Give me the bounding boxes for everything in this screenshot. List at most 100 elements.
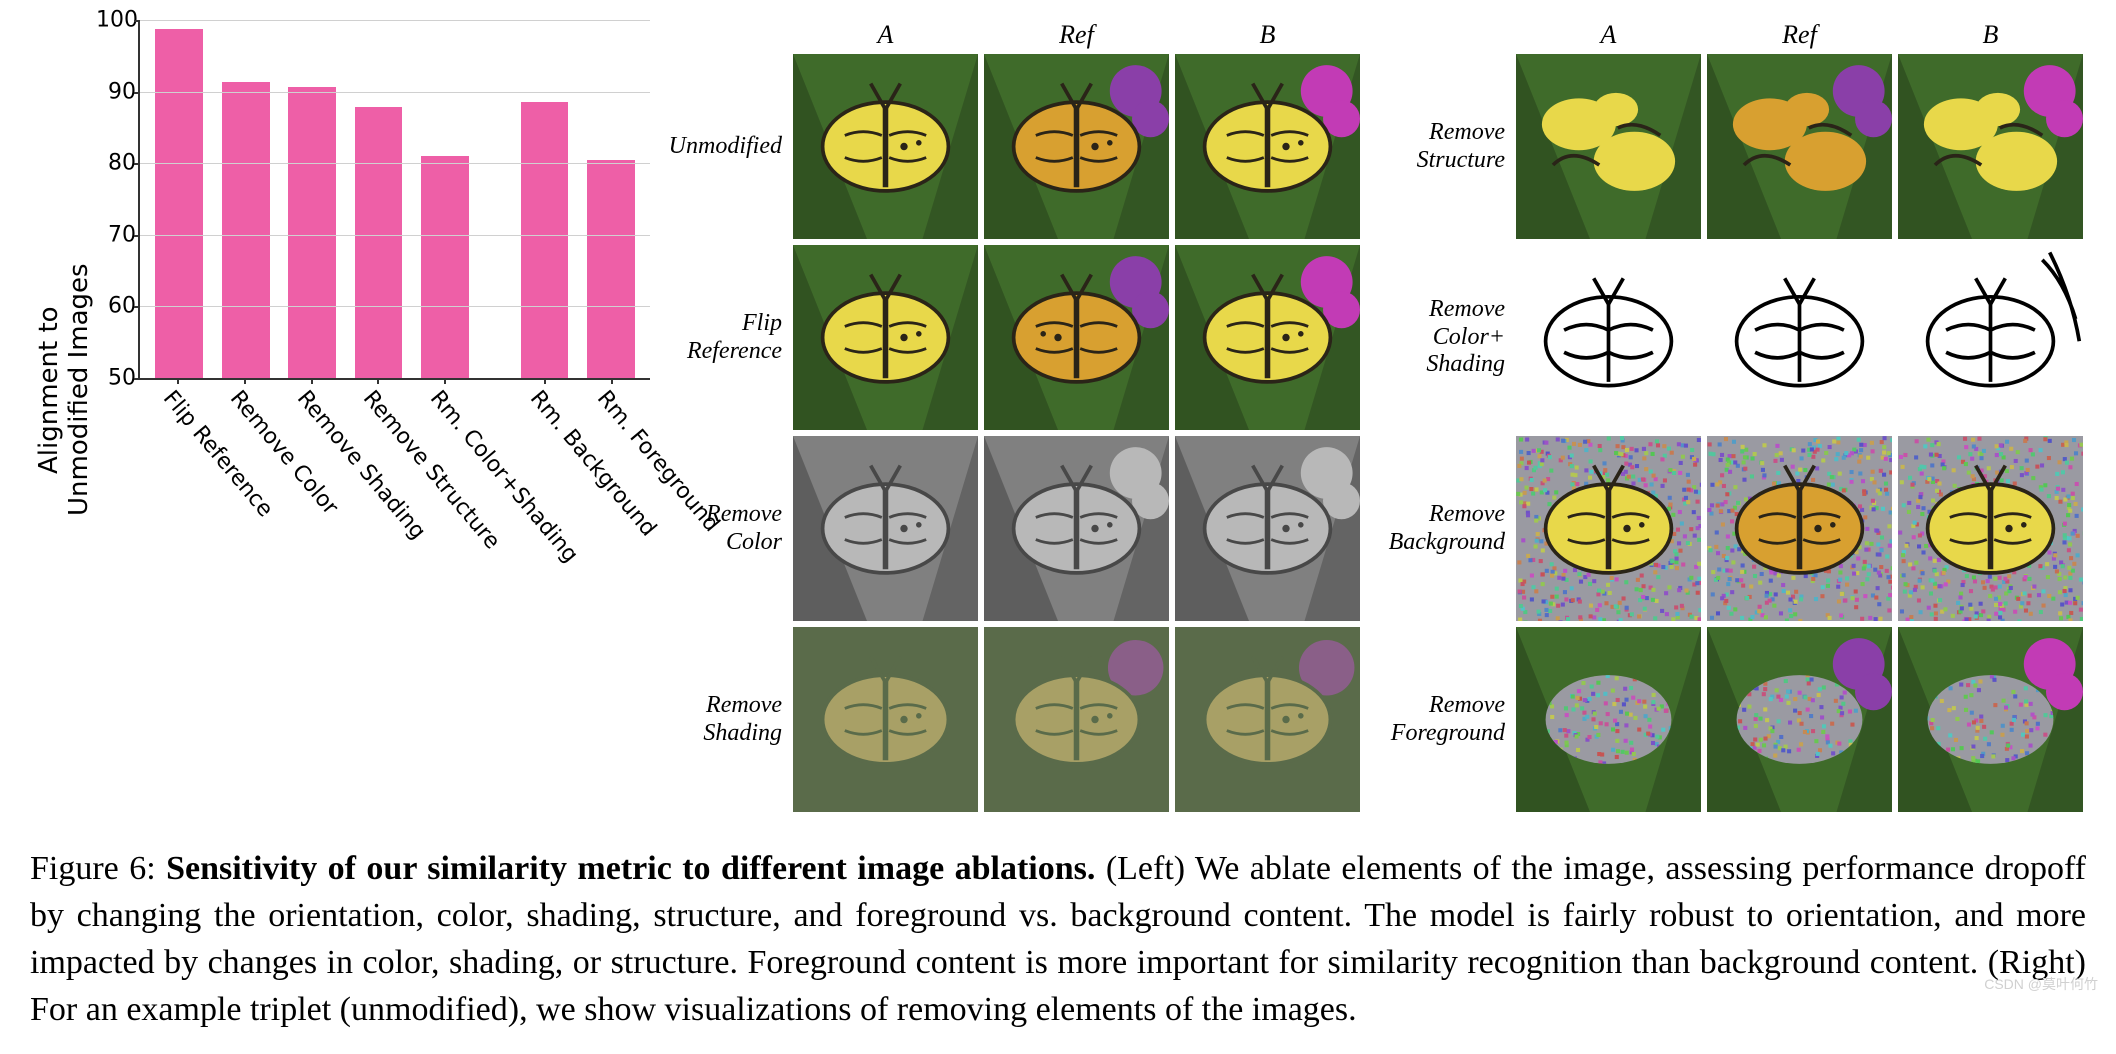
image-tile xyxy=(1898,627,2083,812)
grid-col-header: Ref xyxy=(981,20,1172,54)
image-tile xyxy=(793,54,978,239)
figure-wrap: Alignment toUnmodified Images 5060708090… xyxy=(30,20,2086,1034)
chart-gridline xyxy=(140,235,650,236)
chart-gridline xyxy=(140,20,650,21)
image-tile xyxy=(793,436,978,621)
chart-gridline xyxy=(140,92,650,93)
grid-row-label: RemoveColor xyxy=(660,501,790,556)
grid-row: RemoveColor+Shading xyxy=(1383,245,2086,430)
image-tile xyxy=(1898,54,2083,239)
chart-ytick-mark xyxy=(134,163,140,165)
figure-caption: Figure 6: Sensitivity of our similarity … xyxy=(30,846,2086,1034)
image-tile xyxy=(1707,54,1892,239)
bar-slot xyxy=(578,20,644,378)
chart-xtick-mark xyxy=(177,378,179,384)
grid-row: RemoveStructure xyxy=(1383,54,2086,239)
chart-ytick-mark xyxy=(134,306,140,308)
chart-xtick-mark xyxy=(244,378,246,384)
image-tile xyxy=(1516,54,1701,239)
grid-row: RemoveColor xyxy=(660,436,1363,621)
chart-xtick-mark xyxy=(611,378,613,384)
chart-ytick: 100 xyxy=(96,8,136,33)
grid-col-header: A xyxy=(1513,20,1704,54)
chart-ytick: 50 xyxy=(96,366,136,391)
xlabel-slot: Rm. Foreground xyxy=(577,380,644,570)
bar-slot xyxy=(412,20,478,378)
xlabel-slot: Remove Color xyxy=(211,380,278,570)
figure-label: Figure 6: xyxy=(30,850,156,887)
xlabel-slot: Flip Reference xyxy=(144,380,211,570)
chart-plot-area: 5060708090100 xyxy=(138,20,650,380)
image-tile xyxy=(984,54,1169,239)
image-tile xyxy=(1516,436,1701,621)
grid-row: FlipReference xyxy=(660,245,1363,430)
image-tile xyxy=(1516,245,1701,430)
grid-row-label: RemoveStructure xyxy=(1383,119,1513,174)
grid-right: ARefB RemoveStructure xyxy=(1383,20,2086,818)
xlabel-slot: Remove Shading xyxy=(277,380,344,570)
grid-row: Unmodified xyxy=(660,54,1363,239)
chart-ytick-mark xyxy=(134,20,140,22)
chart-ylabel-text: Alignment toUnmodified Images xyxy=(34,264,94,517)
bar xyxy=(222,82,270,378)
image-tile xyxy=(1707,627,1892,812)
grid-col-header: Ref xyxy=(1704,20,1895,54)
bar-slot xyxy=(146,20,212,378)
grid-left: ARefBUnmodified xyxy=(660,20,1363,818)
bar xyxy=(521,102,569,378)
grid-headers: ARefB xyxy=(790,20,1363,54)
chart-xtick-mark xyxy=(377,378,379,384)
figure-top-row: Alignment toUnmodified Images 5060708090… xyxy=(30,20,2086,818)
bar xyxy=(155,29,203,378)
image-tile xyxy=(984,436,1169,621)
chart-xlabels: Flip ReferenceRemove ColorRemove Shading… xyxy=(138,380,650,570)
grid-row: RemoveBackground xyxy=(1383,436,2086,621)
chart-bars xyxy=(140,20,650,378)
grid-row-label: RemoveShading xyxy=(660,692,790,747)
grid-headers: ARefB xyxy=(1513,20,2086,54)
chart-gridline xyxy=(140,163,650,164)
bar xyxy=(421,156,469,378)
bar-slot xyxy=(212,20,278,378)
grid-col-header: A xyxy=(790,20,981,54)
image-tile xyxy=(1898,245,2083,430)
bar-slot xyxy=(279,20,345,378)
grid-row-label: RemoveColor+Shading xyxy=(1383,296,1513,379)
chart-ytick-mark xyxy=(134,235,140,237)
image-tile xyxy=(1898,436,2083,621)
chart-ylabel: Alignment toUnmodified Images xyxy=(30,20,98,580)
image-tile xyxy=(1707,436,1892,621)
grid-row-label: FlipReference xyxy=(660,310,790,365)
chart-xtick-mark xyxy=(544,378,546,384)
watermark: CSDN @莫叶何竹 xyxy=(1984,974,2098,994)
bar xyxy=(587,160,635,378)
xlabel-gap xyxy=(477,380,510,570)
grid-col-header: B xyxy=(1895,20,2086,54)
image-tile xyxy=(1175,627,1360,812)
bar-chart: Alignment toUnmodified Images 5060708090… xyxy=(30,20,650,580)
bar xyxy=(288,87,336,378)
image-tile xyxy=(793,245,978,430)
chart-ytick-mark xyxy=(134,92,140,94)
chart-ytick: 80 xyxy=(96,151,136,176)
image-tile xyxy=(1175,54,1360,239)
bar xyxy=(355,107,403,378)
image-tile xyxy=(984,245,1169,430)
image-tile xyxy=(1175,245,1360,430)
caption-title: Sensitivity of our similarity metric to … xyxy=(166,850,1095,887)
bar-slot xyxy=(511,20,577,378)
image-tile xyxy=(793,627,978,812)
chart-ytick-mark xyxy=(134,378,140,380)
chart-xtick-mark xyxy=(444,378,446,384)
chart-ytick: 90 xyxy=(96,79,136,104)
image-tile xyxy=(1707,245,1892,430)
grid-row-label: RemoveForeground xyxy=(1383,692,1513,747)
image-tile xyxy=(1175,436,1360,621)
xlabel-slot: Remove Structure xyxy=(344,380,411,570)
grid-col-header: B xyxy=(1172,20,1363,54)
xlabel-slot: Rm. Background xyxy=(511,380,578,570)
chart-ytick: 60 xyxy=(96,294,136,319)
bar-slot xyxy=(345,20,411,378)
grid-row: RemoveForeground xyxy=(1383,627,2086,812)
image-tile xyxy=(1516,627,1701,812)
